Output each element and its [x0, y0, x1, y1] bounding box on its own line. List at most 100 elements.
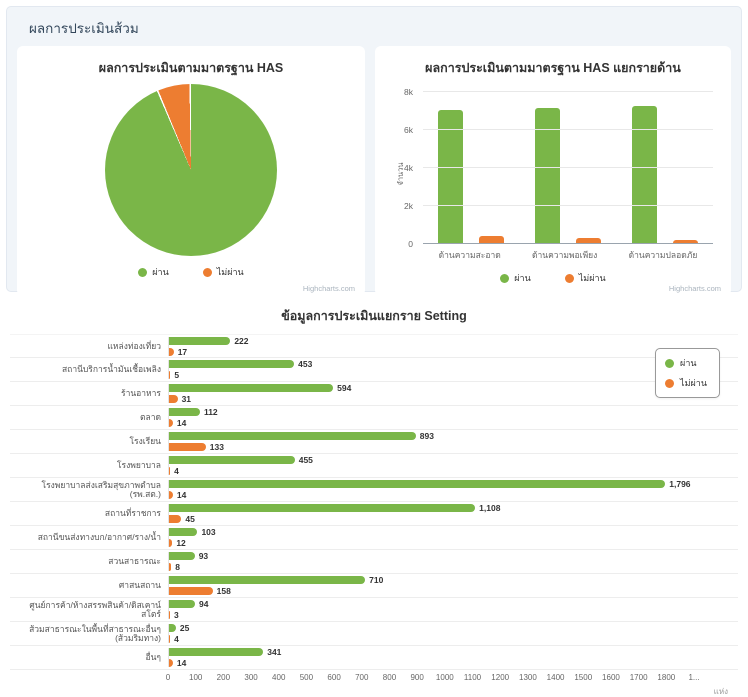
hbar-value-fail: 4 — [174, 466, 179, 476]
column-bar-pass-1[interactable] — [534, 108, 560, 244]
column-y-tick: 6k — [404, 125, 413, 135]
hbar-pass-13[interactable] — [169, 648, 264, 656]
legend-pass-dot — [665, 358, 675, 368]
legend-item-fail[interactable]: ไม่ผ่าน — [564, 271, 606, 285]
legend-item-fail[interactable]: ไม่ผ่าน — [665, 376, 707, 390]
legend-item-pass[interactable]: ผ่าน — [665, 356, 707, 370]
column-gridline — [423, 129, 713, 130]
hbar-value-fail: 8 — [175, 562, 180, 572]
hbar-x-tick: 1700 — [629, 673, 648, 682]
hbar-pass-11[interactable] — [169, 600, 195, 608]
column-bar-fail-1[interactable] — [575, 238, 601, 244]
hbar-fail-8[interactable] — [169, 539, 173, 547]
legend-fail-dot — [564, 273, 574, 283]
hbar-row-1: สถานีบริการน้ำมันเชื้อเพลิง 453 5 — [10, 358, 738, 382]
hbar-line-pass: 1,108 — [169, 503, 694, 513]
hbar-line-pass: 93 — [169, 551, 694, 561]
hbar-fail-4[interactable] — [169, 443, 206, 451]
hbar-pass-6[interactable] — [169, 480, 666, 488]
hbar-fail-13[interactable] — [169, 659, 173, 667]
hbar-value-pass: 112 — [203, 407, 218, 417]
column-bar-pass-0[interactable] — [438, 110, 464, 244]
hbar-value-fail: 5 — [174, 370, 180, 380]
column-group-0 — [438, 92, 505, 244]
hbar-bar-group: 94 3 — [168, 599, 738, 620]
column-x-tick: ด้านความพอเพียง — [532, 250, 598, 260]
legend-item-pass[interactable]: ผ่าน — [138, 265, 169, 279]
hbar-x-axis: 0 100 200 300 400 500 600 700 800 900 1000 1100 1200… — [166, 670, 728, 697]
hbar-fail-12[interactable] — [169, 635, 171, 643]
legend-pass-label: ผ่าน — [514, 273, 531, 283]
hbar-row-12: ส้วมสาธารณะในพื้นที่สาธารณะอื่นๆ (ส้วมริ… — [10, 622, 738, 646]
column-bar-fail-2[interactable] — [672, 240, 698, 244]
hbar-fail-6[interactable] — [169, 491, 173, 499]
hbar-pass-7[interactable] — [169, 504, 476, 512]
hbar-fail-10[interactable] — [169, 587, 213, 595]
hbar-x-tick: 1800 — [657, 673, 676, 682]
hbar-value-fail: 31 — [181, 394, 192, 404]
hbar-line-fail: 133 — [169, 442, 694, 452]
column-y-tick: 2k — [404, 201, 413, 211]
hbar-value-fail: 133 — [209, 442, 224, 452]
hbar-pass-3[interactable] — [169, 408, 200, 416]
hbar-fail-0[interactable] — [169, 347, 174, 356]
legend-item-fail[interactable]: ไม่ผ่าน — [202, 265, 244, 279]
hbar-pass-2[interactable] — [169, 384, 334, 392]
column-axis-line — [423, 243, 713, 244]
hbar-bar-group: 222 17 — [168, 336, 738, 357]
hbar-legend: ผ่านไม่ผ่าน — [655, 348, 720, 398]
column-gridline — [423, 91, 713, 92]
hbar-line-pass: 341 — [169, 647, 694, 657]
hbar-line-pass: 103 — [169, 527, 694, 537]
hbar-pass-1[interactable] — [169, 360, 295, 368]
pie-chart[interactable] — [105, 84, 277, 256]
hbar-pass-0[interactable] — [169, 336, 231, 345]
hbar-pass-4[interactable] — [169, 432, 416, 440]
hbar-x-tick: 1300 — [518, 673, 537, 682]
hbar-pass-9[interactable] — [169, 552, 195, 560]
hbar-line-pass: 453 — [169, 359, 694, 369]
column-y-tick: 4k — [404, 163, 413, 173]
hbar-line-fail: 4 — [169, 466, 694, 476]
hbar-bar-group: 594 31 — [168, 383, 738, 404]
hbar-category-label: อื่นๆ — [145, 652, 161, 663]
hbar-value-pass: 93 — [198, 551, 209, 561]
hbar-category-label: ส้วมสาธารณะในพื้นที่สาธารณะอื่นๆ (ส้วมริ… — [29, 623, 161, 643]
hbar-line-fail: 5 — [169, 370, 694, 380]
hbar-value-fail: 17 — [177, 346, 188, 357]
hbar-fail-11[interactable] — [169, 611, 171, 619]
column-bar-pass-2[interactable] — [631, 106, 657, 244]
hbar-fail-7[interactable] — [169, 515, 182, 523]
hbar-row-10: ศาสนสถาน 710 158 — [10, 574, 738, 598]
hbar-category-label: โรงเรียน — [129, 436, 161, 447]
column-y-axis-title: จำนวน — [396, 162, 405, 186]
hbar-value-fail: 4 — [174, 634, 179, 644]
highcharts-credit-link[interactable]: Highcharts.com — [668, 284, 721, 293]
hbar-row-11: ศูนย์การค้า/ห้างสรรพสินค้า/ดิสเคาน์สโตร์… — [10, 598, 738, 622]
hbar-category-label: ศูนย์การค้า/ห้างสรรพสินค้า/ดิสเคาน์สโตร์ — [29, 599, 161, 619]
hbar-x-tick: 400 — [272, 673, 286, 682]
highcharts-credit-link[interactable]: Highcharts.com — [302, 284, 355, 293]
hbar-line-fail: 158 — [169, 586, 694, 596]
hbar-fail-3[interactable] — [169, 419, 173, 427]
hbar-value-fail: 14 — [176, 418, 187, 428]
column-bar-fail-0[interactable] — [479, 236, 505, 244]
hbar-pass-8[interactable] — [169, 528, 198, 536]
legend-item-pass[interactable]: ผ่าน — [500, 271, 531, 285]
hbar-x-tick: 1200 — [491, 673, 510, 682]
hbar-fail-9[interactable] — [169, 563, 172, 571]
hbar-line-fail: 14 — [169, 658, 694, 668]
hbar-value-pass: 1,108 — [479, 503, 501, 513]
column-gridline — [423, 205, 713, 206]
hbar-category-label: ศาสนสถาน — [118, 580, 161, 591]
hbar-fail-1[interactable] — [169, 371, 171, 379]
legend-fail-dot — [665, 378, 675, 388]
hbar-line-pass: 893 — [169, 431, 694, 441]
hbar-pass-5[interactable] — [169, 456, 295, 464]
hbar-pass-10[interactable] — [169, 576, 366, 584]
column-group-2 — [631, 92, 698, 244]
hbar-pass-12[interactable] — [169, 624, 176, 632]
hbar-line-pass: 222 — [169, 336, 694, 346]
hbar-fail-2[interactable] — [169, 395, 178, 403]
hbar-fail-5[interactable] — [169, 467, 171, 475]
